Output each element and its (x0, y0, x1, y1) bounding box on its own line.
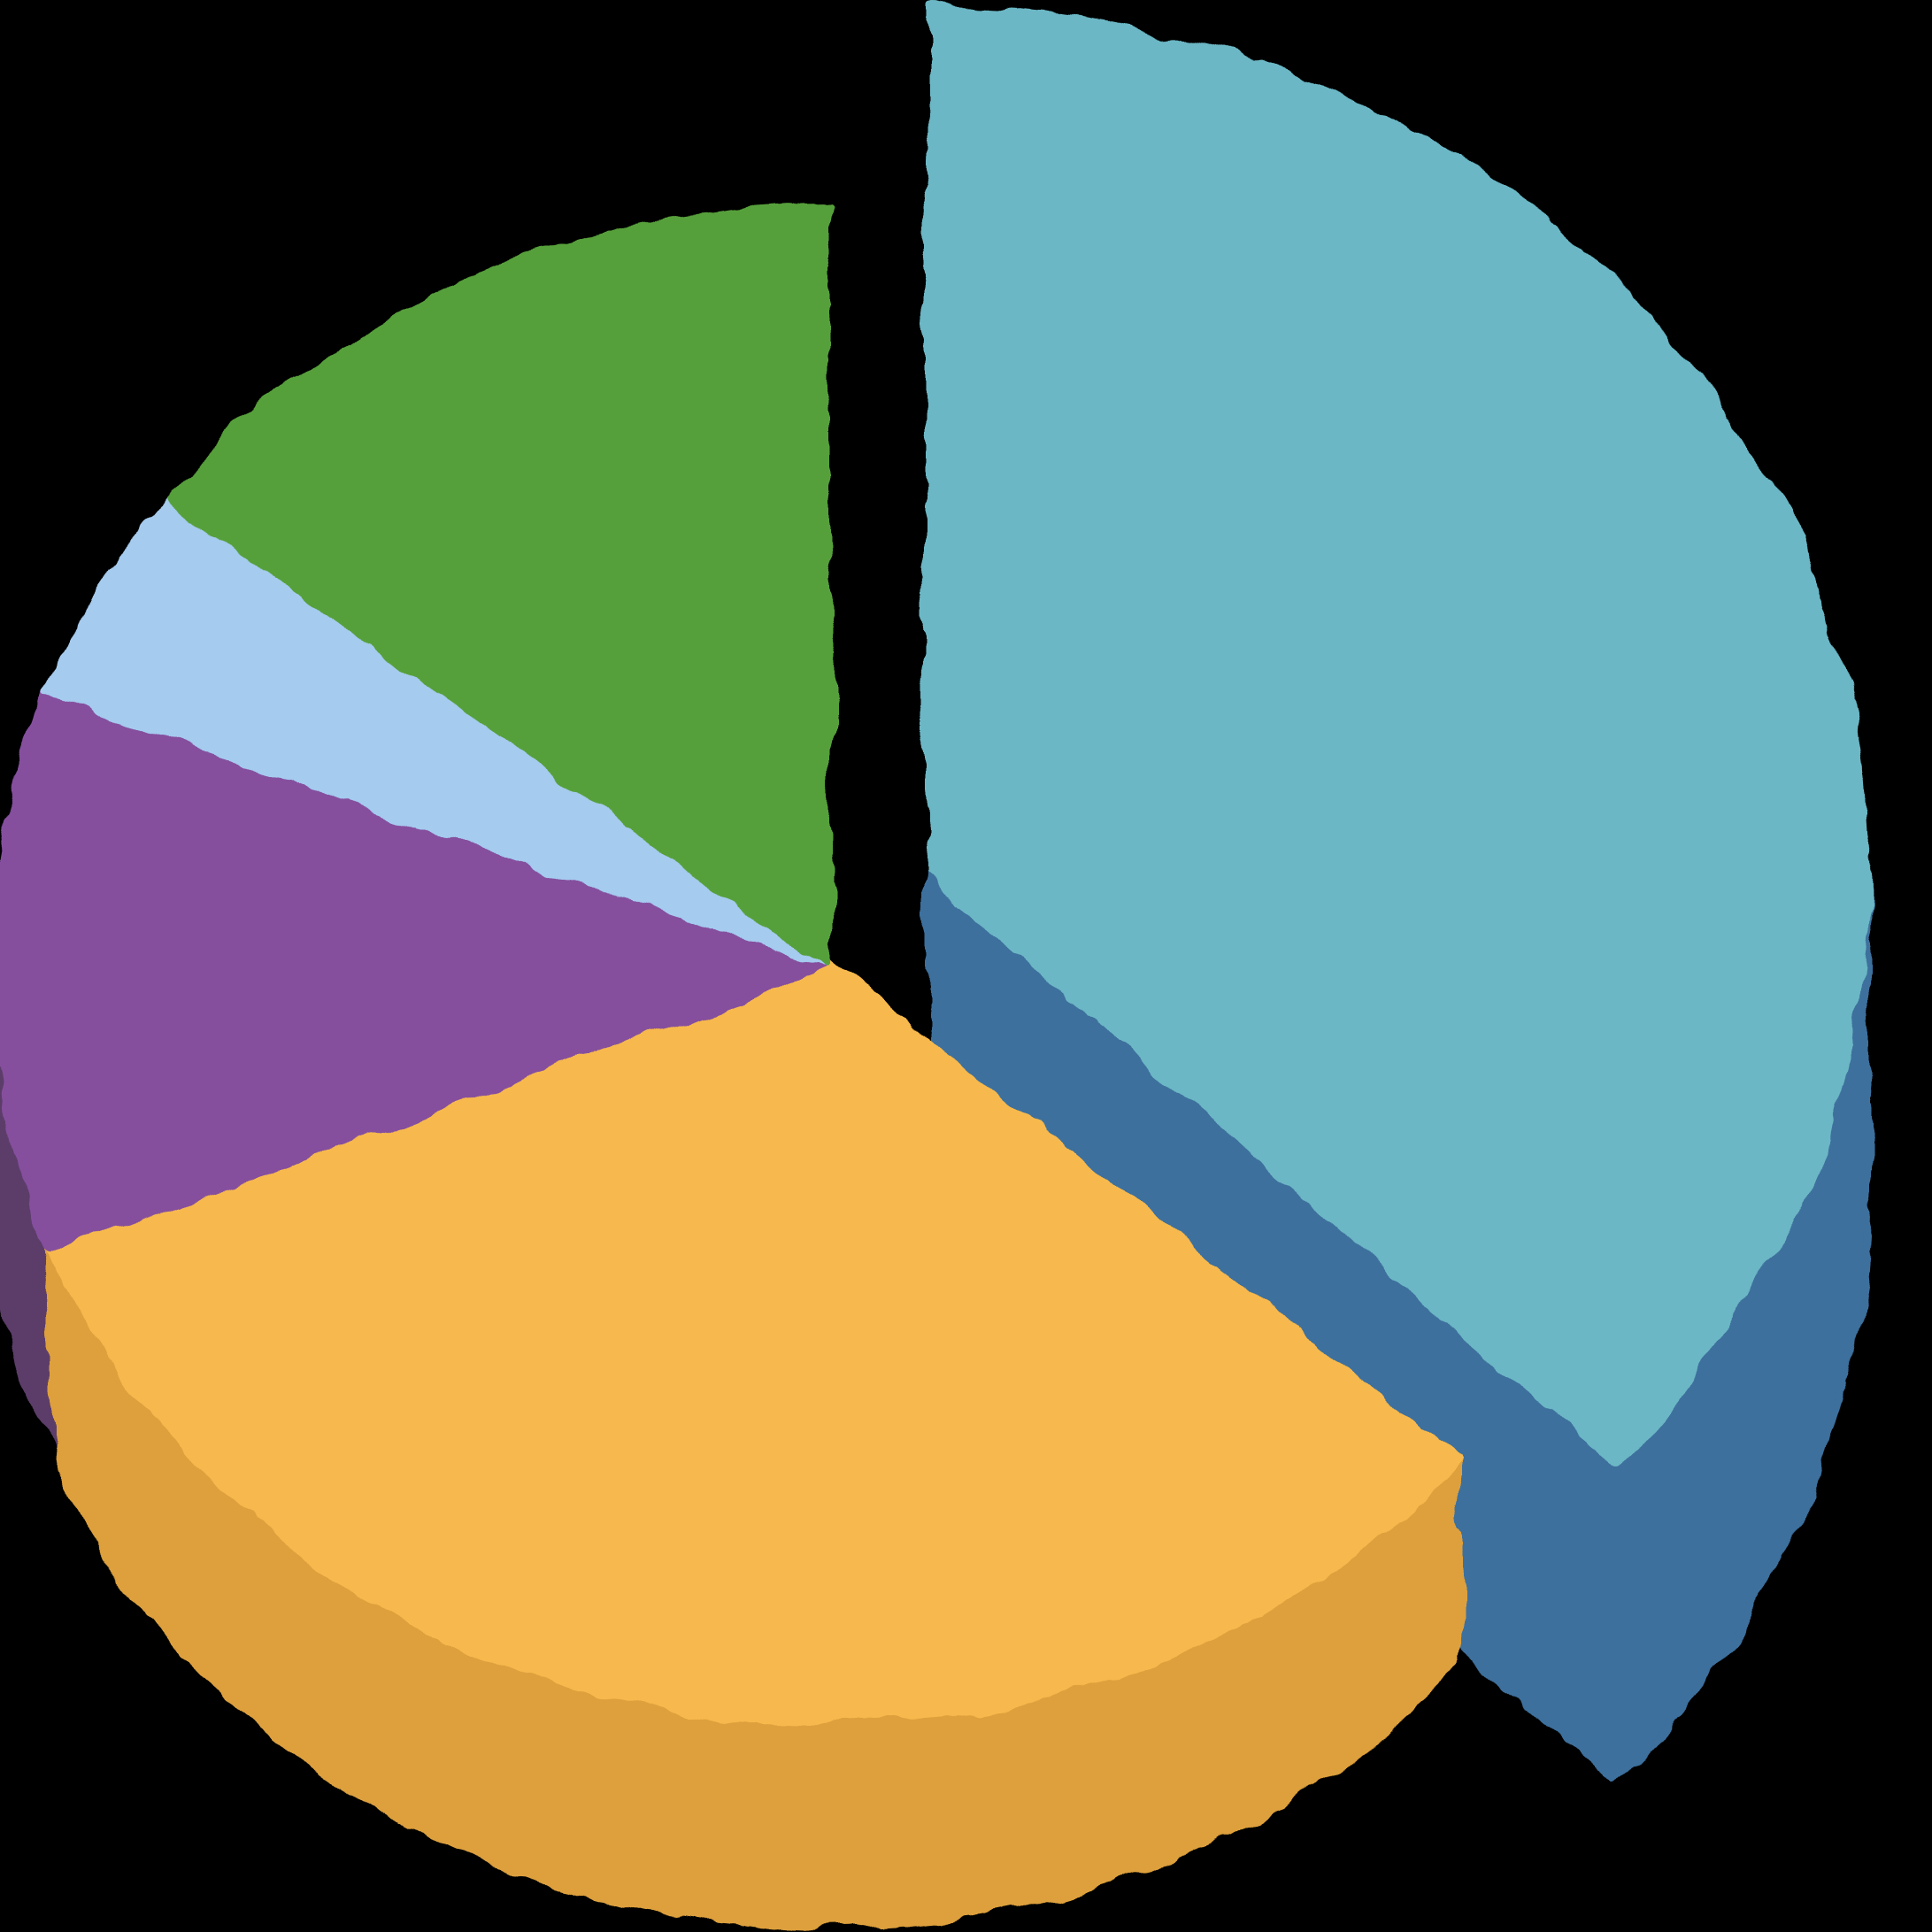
pie-slice-green (165, 204, 831, 968)
pie-slice-teal (926, 5, 1871, 1464)
pie-slice-purple (0, 690, 831, 1251)
pie-slice-light-blue (43, 496, 831, 968)
pie-slice-orange (49, 961, 1462, 1725)
pie-chart-illustration (0, 5, 1871, 1928)
